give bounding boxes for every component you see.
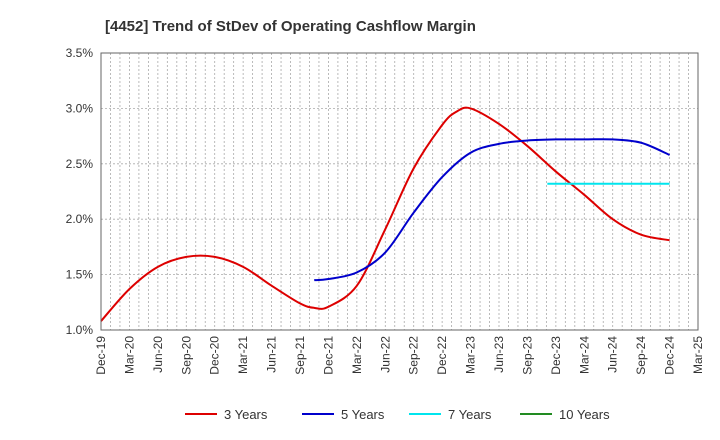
series-layer — [100, 106, 670, 322]
legend-label: 10 Years — [559, 407, 610, 422]
x-tick-label: Mar-23 — [464, 336, 478, 374]
x-tick-label: Jun-21 — [265, 336, 279, 373]
x-tick-label: Mar-22 — [350, 336, 364, 374]
y-tick-label: 2.5% — [66, 157, 94, 171]
x-tick-label: Dec-24 — [663, 336, 677, 375]
x-tick-label: Sep-22 — [407, 336, 421, 375]
x-tick-label: Jun-24 — [606, 336, 620, 373]
legend-label: 3 Years — [224, 407, 268, 422]
x-tick-label: Dec-20 — [208, 336, 222, 375]
y-tick-label: 2.0% — [66, 212, 94, 226]
x-tick-label: Jun-23 — [492, 336, 506, 373]
y-tick-label: 1.0% — [66, 323, 94, 337]
x-tick-label: Mar-25 — [691, 336, 705, 374]
series-line-3-years — [100, 106, 670, 322]
x-tick-label: Sep-23 — [520, 336, 534, 375]
x-tick-label: Jun-20 — [151, 336, 165, 373]
legend: 3 Years 5 Years 7 Years 10 Years — [185, 407, 610, 422]
x-tick-labels: Dec-19 Mar-20 Jun-20 Sep-20 Dec-20 Mar-21 Jun-… — [94, 336, 705, 375]
x-tick-label: Sep-20 — [179, 336, 193, 375]
x-tick-label: Jun-22 — [378, 336, 392, 373]
series-line-5-years — [314, 138, 670, 282]
x-tick-label: Mar-21 — [236, 336, 250, 374]
x-tick-label: Dec-21 — [321, 336, 335, 375]
grid — [101, 53, 698, 330]
x-tick-label: Dec-19 — [94, 336, 108, 375]
y-tick-label: 3.5% — [66, 46, 94, 60]
legend-label: 5 Years — [341, 407, 385, 422]
x-tick-label: Mar-24 — [577, 336, 591, 374]
y-tick-labels: 1.0% 1.5% 2.0% 2.5% 3.0% 3.5% — [66, 46, 94, 337]
plot-border — [100, 52, 699, 331]
y-tick-label: 1.5% — [66, 268, 94, 282]
y-tick-label: 3.0% — [66, 101, 94, 115]
x-tick-label: Mar-20 — [122, 336, 136, 374]
x-tick-label: Dec-22 — [435, 336, 449, 375]
legend-label: 7 Years — [448, 407, 492, 422]
plot-area — [101, 53, 698, 330]
x-tick-label: Sep-21 — [293, 336, 307, 375]
chart-title: [4452] Trend of StDev of Operating Cashf… — [105, 18, 476, 35]
axes — [100, 52, 699, 331]
plot-background — [101, 53, 698, 330]
x-tick-label: Sep-24 — [634, 336, 648, 375]
x-tick-label: Dec-23 — [549, 336, 563, 375]
